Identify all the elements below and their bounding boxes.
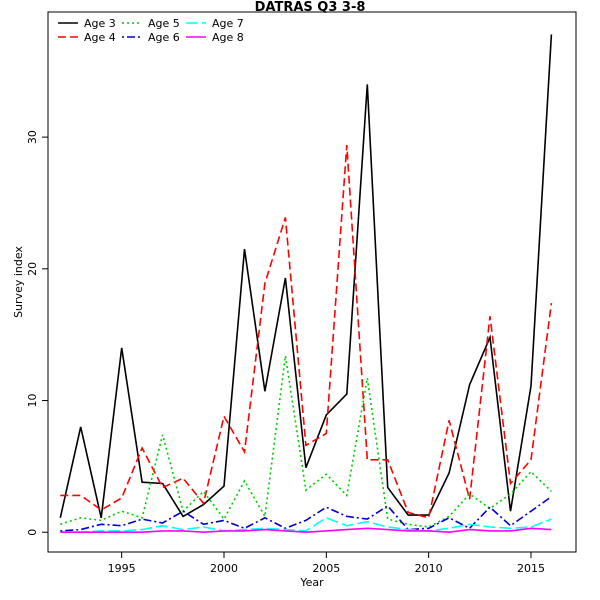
x-tick-label: 1995: [108, 562, 136, 575]
plot-frame: [47, 11, 577, 553]
y-tick-label: 0: [26, 529, 39, 536]
legend-label-age-5: Age 5: [148, 17, 180, 30]
y-tick-label: 30: [26, 130, 39, 144]
series-line-age-7: [60, 516, 552, 534]
series-line-age-6: [60, 496, 552, 532]
series-line-age-5: [60, 355, 552, 528]
legend-label-age-7: Age 7: [212, 17, 244, 30]
x-axis: 1995 2000 2005 2010 2015: [108, 552, 545, 575]
legend-label-age-3: Age 3: [84, 17, 116, 30]
chart-title: DATRAS Q3 3-8: [255, 0, 366, 15]
x-tick-label: 2015: [517, 562, 545, 575]
legend-label-age-6: Age 6: [148, 31, 180, 44]
y-axis: 0 10 20 30: [26, 130, 48, 536]
series-line-age-3: [59, 34, 553, 518]
y-tick-label: 20: [26, 262, 39, 276]
legend-label-age-4: Age 4: [84, 31, 116, 44]
x-tick-label: 2000: [210, 562, 238, 575]
series-lines: [59, 34, 553, 534]
y-tick-label: 10: [26, 394, 39, 408]
y-axis-label: Survey index: [12, 246, 25, 318]
series-line-age-8: [60, 527, 552, 534]
legend-label-age-8: Age 8: [212, 31, 244, 44]
x-axis-label: Year: [299, 576, 324, 589]
series-line-age-4: [60, 144, 553, 519]
x-tick-label: 2010: [415, 562, 443, 575]
x-tick-label: 2005: [312, 562, 340, 575]
